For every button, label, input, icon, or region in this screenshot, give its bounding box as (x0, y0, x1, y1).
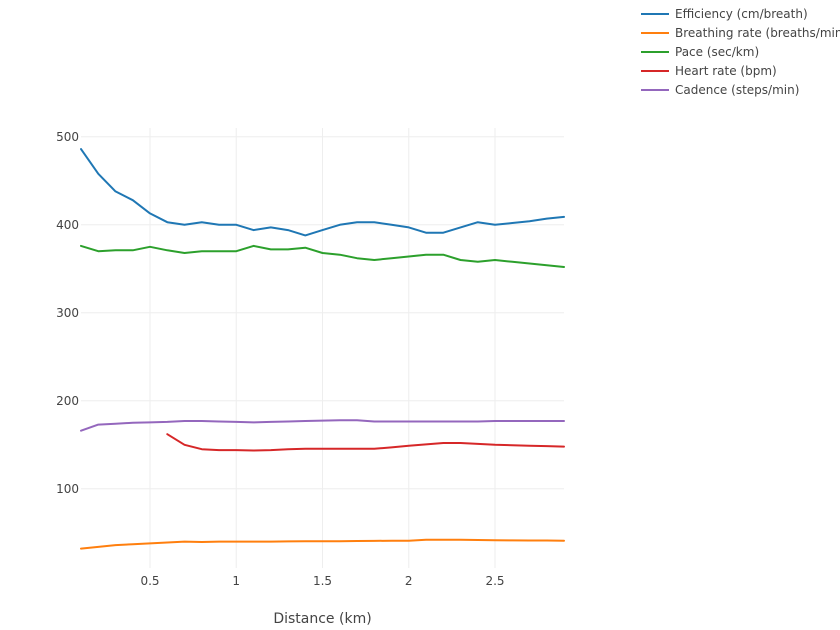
series-line-pace (80, 244, 565, 268)
legend[interactable]: Efficiency (cm/breath) Breathing rate (br… (641, 7, 840, 97)
series-line-breathing-rate (80, 538, 565, 550)
legend-item-pace[interactable]: Pace (sec/km) (641, 45, 759, 59)
series-line-efficiency (80, 148, 565, 237)
legend-label: Cadence (steps/min) (675, 83, 799, 97)
y-tick-label: 200 (56, 394, 79, 408)
legend-item-efficiency[interactable]: Efficiency (cm/breath) (641, 7, 808, 21)
legend-label: Heart rate (bpm) (675, 64, 777, 78)
x-tick-label: 2.5 (485, 574, 504, 588)
series-line-cadence (80, 419, 565, 432)
grid (81, 128, 564, 568)
y-tick-label: 500 (56, 130, 79, 144)
y-tick-label: 300 (56, 306, 79, 320)
x-tick-label: 1.5 (313, 574, 332, 588)
legend-item-breathing-rate[interactable]: Breathing rate (breaths/min) (641, 26, 840, 40)
x-tick-label: 2 (405, 574, 413, 588)
y-axis: 100 200 300 400 500 (56, 130, 79, 496)
series-line-heart-rate (166, 433, 565, 452)
y-tick-label: 100 (56, 482, 79, 496)
x-axis: 0.5 1 1.5 2 2.5 (140, 574, 504, 588)
plot-area (80, 148, 565, 550)
x-axis-title: Distance (km) (273, 611, 371, 627)
legend-item-cadence[interactable]: Cadence (steps/min) (641, 83, 799, 97)
legend-label: Breathing rate (breaths/min) (675, 26, 840, 40)
legend-label: Pace (sec/km) (675, 45, 759, 59)
legend-label: Efficiency (cm/breath) (675, 7, 808, 21)
x-tick-label: 1 (232, 574, 240, 588)
x-tick-label: 0.5 (140, 574, 159, 588)
legend-item-heart-rate[interactable]: Heart rate (bpm) (641, 64, 777, 78)
y-tick-label: 400 (56, 218, 79, 232)
